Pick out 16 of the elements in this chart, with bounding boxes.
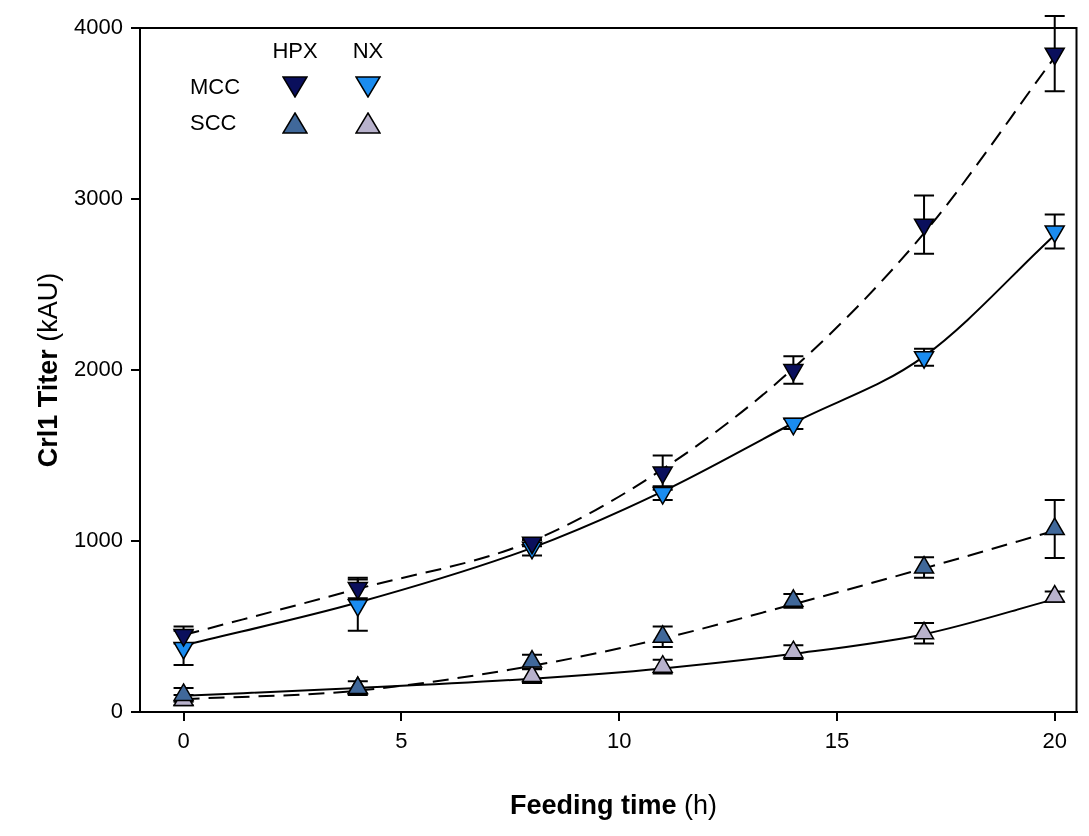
y-axis-title: Crl1 Titer (kAU) — [32, 272, 63, 468]
y-tick-label: 0 — [110, 698, 123, 724]
annotation: HPX — [272, 38, 318, 64]
x-tick-label: 20 — [1042, 728, 1067, 754]
y-tick-label: 4000 — [74, 14, 123, 40]
x-tick-label: 15 — [824, 728, 850, 754]
x-axis-title: Feeding time (h) — [509, 790, 718, 820]
annotation: SCC — [190, 110, 237, 136]
x-tick-label: 10 — [606, 728, 632, 754]
annotation: NX — [352, 38, 384, 64]
y-tick-label: 3000 — [74, 185, 123, 211]
y-tick-label: 2000 — [74, 356, 123, 382]
y-tick-label: 1000 — [74, 527, 123, 553]
x-tick-label: 5 — [395, 728, 408, 754]
annotation: MCC — [190, 74, 241, 100]
x-tick-label: 0 — [177, 728, 190, 754]
